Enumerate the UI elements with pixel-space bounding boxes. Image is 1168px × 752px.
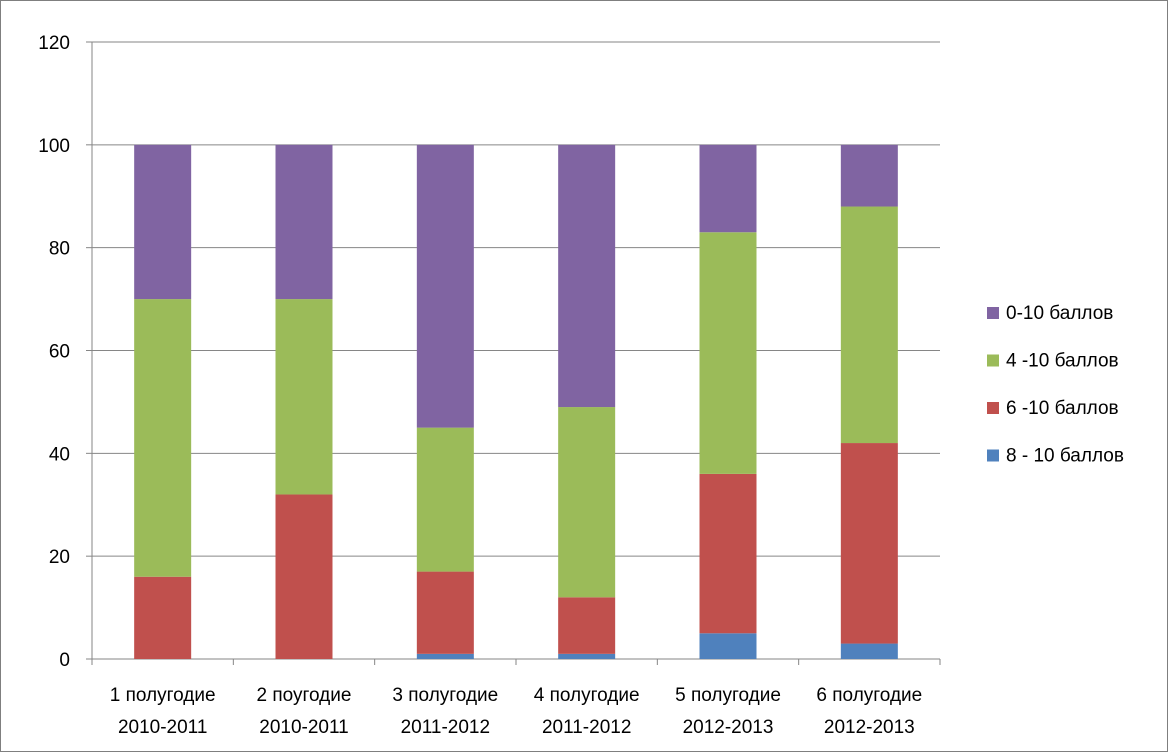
y-tick-label: 60: [49, 342, 70, 363]
bar-segment: [275, 494, 333, 659]
x-tick-label: 1 полугодие: [110, 685, 216, 706]
y-tick-label: 20: [49, 547, 70, 568]
y-tick-label: 120: [38, 33, 70, 54]
bar-segment: [134, 299, 192, 577]
bar-segment: [699, 232, 757, 474]
x-tick-label: 4 полугодие: [534, 685, 640, 706]
legend-label: 4 -10 баллов: [1006, 351, 1119, 372]
legend-label: 8 - 10 баллов: [1006, 446, 1124, 467]
x-tick-label: 2012-2013: [683, 717, 774, 738]
bar-segment: [558, 407, 616, 598]
x-tick-label: 3 полугодие: [392, 685, 498, 706]
x-tick-label: 2010-2011: [259, 717, 348, 738]
bar-segment: [699, 144, 757, 233]
bar-segment: [558, 597, 616, 654]
legend-swatch: [987, 307, 999, 319]
x-tick-label: 6 полугодие: [816, 685, 922, 706]
bar-segment: [134, 576, 192, 659]
y-tick-label: 40: [49, 444, 70, 465]
bar-segment: [416, 427, 474, 572]
legend-swatch: [987, 354, 999, 367]
y-tick-label: 80: [49, 239, 70, 260]
bar-segment: [416, 653, 474, 659]
bar-segment: [840, 144, 898, 207]
legend-label: 0-10 баллов: [1006, 303, 1113, 324]
bar-segment: [558, 653, 616, 659]
bar-segment: [699, 633, 757, 659]
bar-segment: [416, 144, 474, 428]
bar-segment: [134, 144, 192, 300]
bar-segment: [558, 144, 616, 408]
x-tick-label: 2011-2012: [401, 717, 490, 738]
bar-segment: [275, 144, 333, 300]
y-tick-label: 0: [59, 650, 70, 671]
legend-swatch: [987, 402, 999, 414]
bar-segment: [840, 643, 898, 659]
legend-label: 6 -10 баллов: [1006, 398, 1119, 419]
x-tick-label: 5 полугодие: [675, 685, 781, 706]
bar-segment: [840, 206, 898, 444]
x-tick-label: 2010-2011: [118, 717, 207, 738]
x-tick-label: 2 поугодие: [257, 685, 352, 706]
bar-segment: [416, 571, 474, 654]
x-tick-label: 2012-2013: [824, 717, 915, 738]
y-tick-label: 100: [38, 136, 70, 157]
x-tick-label: 2011-2012: [542, 717, 631, 738]
bar-segment: [840, 443, 898, 644]
bar-segment: [699, 473, 757, 634]
bar-segment: [275, 299, 333, 495]
legend-swatch: [987, 449, 999, 462]
